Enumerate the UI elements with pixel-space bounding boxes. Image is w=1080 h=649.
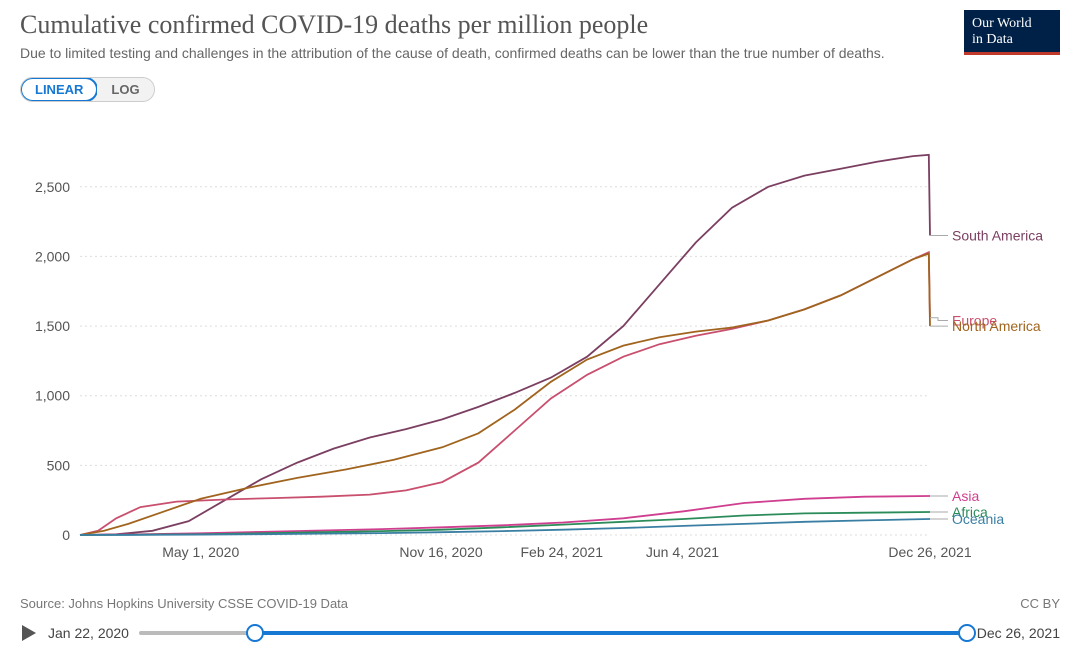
series-label-south-america[interactable]: South America [952,228,1043,244]
series-south-america [80,155,930,535]
x-tick-label: Nov 16, 2020 [399,544,482,560]
y-tick-label: 1,500 [35,318,70,334]
timeline-start-label: Jan 22, 2020 [48,625,129,641]
y-tick-label: 0 [62,527,70,543]
owid-logo: Our World in Data [964,10,1060,55]
license-text: CC BY [1020,596,1060,611]
chart-title: Cumulative confirmed COVID-19 deaths per… [20,10,885,40]
play-icon[interactable] [20,624,38,642]
x-tick-label: Jun 4, 2021 [646,544,719,560]
series-label-oceania[interactable]: Oceania [952,511,1004,527]
x-tick-label: Dec 26, 2021 [888,544,971,560]
logo-line1: Our World [972,16,1032,31]
y-tick-label: 1,000 [35,388,70,404]
series-north-america [80,254,930,535]
x-tick-label: Feb 24, 2021 [520,544,603,560]
y-tick-label: 500 [47,457,71,473]
y-tick-label: 2,000 [35,248,70,264]
x-tick-label: May 1, 2020 [162,544,239,560]
series-label-north-america[interactable]: North America [952,318,1041,334]
chart-plot: 0 500 1,000 1,500 2,000 2,500 May 1, 2020 Nov 1… [20,135,1060,575]
timeline-end-label: Dec 26, 2021 [977,625,1060,641]
linear-button[interactable]: LINEAR [20,77,98,102]
series-label-asia[interactable]: Asia [952,488,979,504]
series-europe [80,252,930,535]
logo-line2: in Data [972,32,1013,47]
timeline-slider[interactable] [139,623,967,643]
scale-toggle: LINEAR LOG [20,77,155,102]
y-tick-label: 2,500 [35,179,70,195]
source-text: Source: Johns Hopkins University CSSE CO… [20,596,348,611]
log-button[interactable]: LOG [97,78,153,101]
chart-subtitle: Due to limited testing and challenges in… [20,44,885,63]
series-asia [80,496,930,535]
